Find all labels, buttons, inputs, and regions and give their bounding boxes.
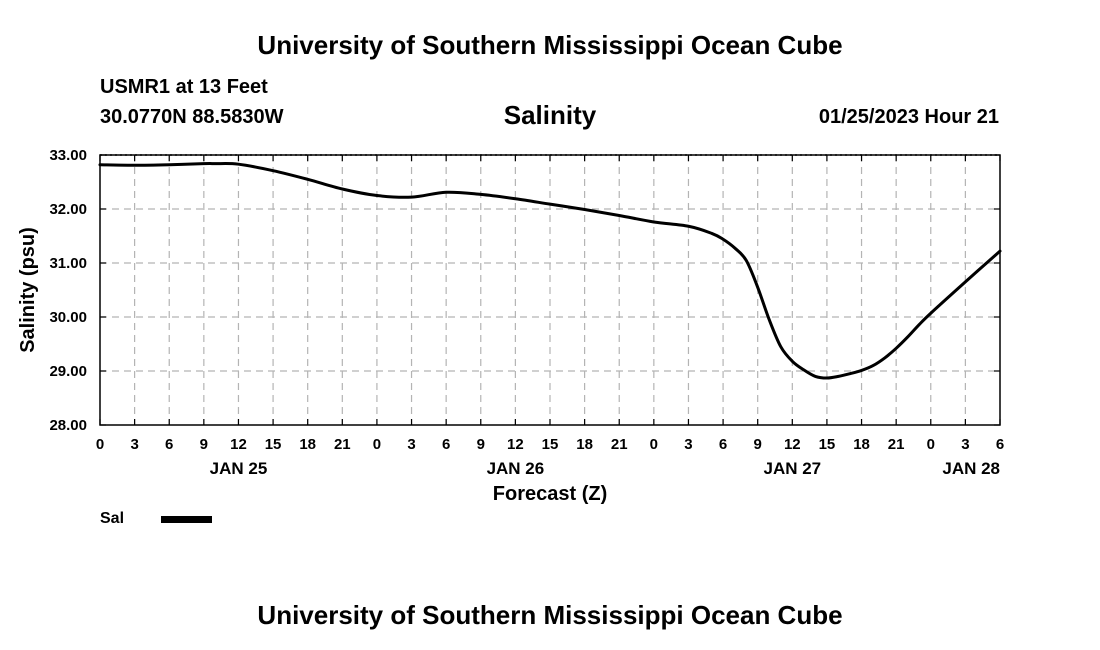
x-tick-label: 12 — [230, 436, 247, 453]
x-tick-label: 6 — [996, 436, 1004, 453]
x-tick-label: 0 — [373, 436, 381, 453]
y-tick-label: 33.00 — [49, 147, 87, 164]
x-tick-label: 6 — [165, 436, 173, 453]
x-tick-label: 0 — [927, 436, 935, 453]
y-tick-label: 28.00 — [49, 417, 87, 434]
day-label: JAN 26 — [487, 459, 545, 478]
x-tick-label: 0 — [96, 436, 104, 453]
series — [98, 162, 1002, 380]
x-tick-label: 21 — [888, 436, 905, 453]
day-label: JAN 27 — [763, 459, 821, 478]
x-tick-label: 3 — [961, 436, 969, 453]
x-tick-label: 18 — [853, 436, 870, 453]
grid — [100, 154, 1000, 425]
y-tick-label: 30.00 — [49, 309, 87, 326]
x-tick-label: 6 — [719, 436, 727, 453]
y-tick-label: 31.00 — [49, 255, 87, 272]
x-tick-label: 9 — [200, 436, 208, 453]
x-tick-label: 9 — [754, 436, 762, 453]
axis-labels: 0 3 6 9 12 15 18 21 0 3 6 9 12 15 18 21 0 3 6 9 12 15 18 21 0 3 6 2… — [49, 147, 1004, 478]
x-tick-label: 21 — [334, 436, 351, 453]
x-tick-label: 15 — [542, 436, 559, 453]
x-tick-label: 3 — [407, 436, 415, 453]
x-tick-label: 12 — [507, 436, 524, 453]
legend-swatch — [161, 516, 212, 523]
x-axis-title: Forecast (Z) — [493, 483, 607, 505]
series-line-sal — [98, 162, 1002, 380]
x-tick-label: 15 — [265, 436, 282, 453]
x-tick-label: 6 — [442, 436, 450, 453]
x-tick-label: 18 — [576, 436, 593, 453]
page-title: University of Southern Mississippi Ocean… — [257, 30, 843, 60]
station-label: USMR1 at 13 Feet — [100, 76, 268, 98]
day-label: JAN 25 — [210, 459, 268, 478]
legend-label: Sal — [100, 510, 125, 527]
x-tick-label: 15 — [819, 436, 836, 453]
x-tick-label: 9 — [477, 436, 485, 453]
x-tick-label: 3 — [684, 436, 692, 453]
x-tick-label: 0 — [650, 436, 658, 453]
y-tick-label: 29.00 — [49, 363, 87, 380]
x-tick-label: 18 — [299, 436, 316, 453]
y-axis-title: Salinity (psu) — [17, 227, 39, 353]
x-tick-label: 3 — [130, 436, 138, 453]
y-tick-label: 32.00 — [49, 201, 87, 218]
forecast-run-time: 01/25/2023 Hour 21 — [818, 106, 999, 128]
axis-ticks — [99, 154, 1001, 426]
chart-title: Salinity — [503, 100, 597, 130]
station-coordinates: 30.0770N 88.5830W — [100, 106, 284, 128]
x-tick-label: 12 — [784, 436, 801, 453]
day-label: JAN 28 — [942, 459, 1000, 478]
footer-title: University of Southern Mississippi Ocean… — [257, 600, 843, 630]
x-tick-label: 21 — [611, 436, 628, 453]
